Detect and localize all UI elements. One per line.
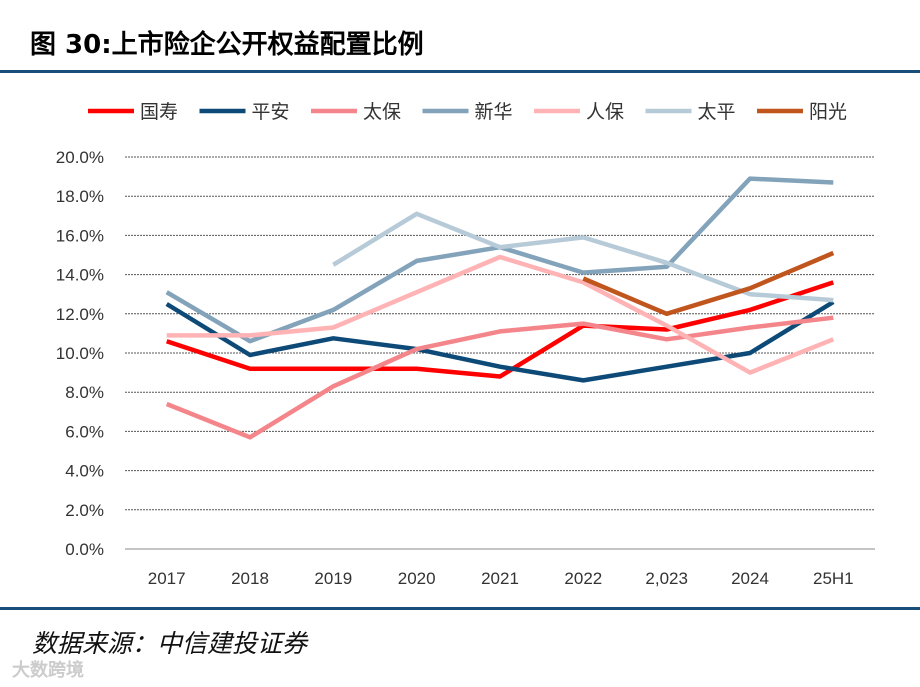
x-tick-label: 2020	[398, 569, 436, 588]
y-tick-label: 18.0%	[56, 187, 104, 206]
x-tick-label: 2022	[564, 569, 602, 588]
y-tick-label: 6.0%	[65, 422, 104, 441]
watermark: 大数跨境	[12, 660, 84, 681]
y-tick-label: 0.0%	[65, 540, 104, 559]
series-line-太平	[332, 211, 834, 303]
y-tick-label: 4.0%	[65, 462, 104, 481]
y-tick-label: 8.0%	[65, 383, 104, 402]
top-divider	[0, 70, 920, 73]
figure-title: 图 30:上市险企公开权益配置比例	[30, 30, 424, 60]
legend-label: 新华	[475, 101, 513, 123]
series-line-国寿	[165, 280, 835, 379]
x-tick-label: 2017	[148, 569, 186, 588]
series-line-太保	[165, 315, 834, 440]
series-line-阳光	[582, 250, 835, 317]
y-tick-label: 2.0%	[65, 501, 104, 520]
legend-label: 阳光	[809, 101, 847, 123]
x-tick-label: 25H1	[813, 569, 854, 588]
source-note: 数据来源：中信建投证券	[32, 629, 308, 658]
legend-label: 人保	[586, 101, 624, 123]
legend-label: 太平	[698, 101, 736, 123]
x-tick-label: 2021	[481, 569, 519, 588]
y-tick-label: 10.0%	[56, 344, 104, 363]
legend-label: 平安	[252, 101, 290, 123]
x-tick-label: 2018	[231, 569, 269, 588]
y-tick-label: 12.0%	[56, 305, 104, 324]
legend-label: 国寿	[140, 101, 178, 123]
series-line-新华	[165, 176, 834, 344]
y-tick-label: 14.0%	[56, 266, 104, 285]
bottom-divider	[0, 607, 920, 610]
y-tick-label: 16.0%	[56, 226, 104, 245]
series-line-人保	[166, 254, 835, 375]
legend-label: 太保	[363, 101, 401, 123]
y-tick-label: 20.0%	[56, 148, 104, 167]
x-tick-label: 2024	[731, 569, 769, 588]
x-tick-label: 2,023	[645, 569, 688, 588]
x-tick-label: 2019	[314, 569, 352, 588]
